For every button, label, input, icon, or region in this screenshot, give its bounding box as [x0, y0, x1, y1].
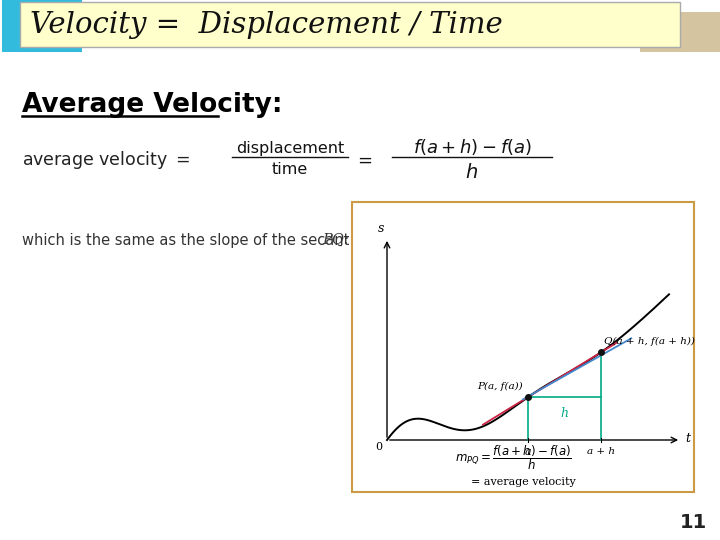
Text: Q(a + h, f(a + h)): Q(a + h, f(a + h))	[604, 337, 696, 346]
Text: displacement: displacement	[236, 140, 344, 156]
Text: h: h	[561, 407, 569, 420]
Text: $=$: $=$	[354, 151, 372, 169]
Text: s: s	[378, 222, 384, 235]
FancyBboxPatch shape	[20, 2, 680, 47]
Text: Velocity =  Displacement / Time: Velocity = Displacement / Time	[30, 11, 503, 39]
Text: $m_{PQ} = \dfrac{f(a+h)-f(a)}{h}$: $m_{PQ} = \dfrac{f(a+h)-f(a)}{h}$	[454, 444, 572, 472]
FancyBboxPatch shape	[640, 12, 720, 52]
Text: t: t	[685, 431, 690, 444]
Text: 0: 0	[375, 442, 382, 452]
Text: average velocity $=$: average velocity $=$	[22, 149, 190, 171]
Text: = average velocity: = average velocity	[471, 477, 575, 487]
Text: PQ:: PQ:	[322, 233, 348, 247]
Text: time: time	[272, 163, 308, 178]
FancyBboxPatch shape	[352, 202, 694, 492]
Text: $f(a + h) - f(a)$: $f(a + h) - f(a)$	[413, 137, 531, 157]
FancyBboxPatch shape	[2, 0, 82, 52]
Text: which is the same as the slope of the secant line: which is the same as the slope of the se…	[22, 233, 385, 247]
Text: a + h: a + h	[588, 447, 616, 456]
Text: Average Velocity:: Average Velocity:	[22, 92, 282, 118]
Text: $h$: $h$	[466, 163, 479, 181]
Text: P(a, f(a)): P(a, f(a))	[477, 382, 523, 391]
Text: a: a	[525, 447, 531, 457]
Text: 11: 11	[680, 513, 707, 532]
